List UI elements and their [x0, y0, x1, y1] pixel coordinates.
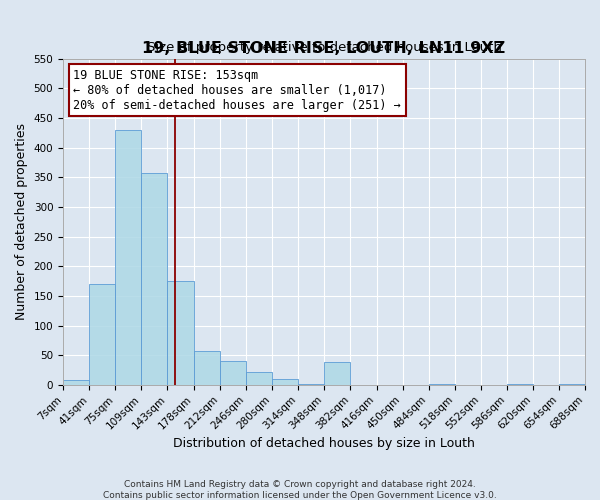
X-axis label: Distribution of detached houses by size in Louth: Distribution of detached houses by size …	[173, 437, 475, 450]
Bar	[246, 372, 272, 385]
Bar	[507, 384, 533, 385]
Y-axis label: Number of detached properties: Number of detached properties	[15, 124, 28, 320]
Text: 19 BLUE STONE RISE: 153sqm
← 80% of detached houses are smaller (1,017)
20% of s: 19 BLUE STONE RISE: 153sqm ← 80% of deta…	[73, 68, 401, 112]
Bar	[167, 281, 194, 385]
Bar	[559, 384, 585, 385]
Title: 19, BLUE STONE RISE, LOUTH, LN11 9XZ: 19, BLUE STONE RISE, LOUTH, LN11 9XZ	[142, 41, 506, 56]
Bar	[325, 362, 350, 385]
Bar	[141, 173, 167, 385]
Bar	[194, 351, 220, 385]
Bar	[298, 384, 325, 385]
Bar	[89, 284, 115, 385]
Text: Contains HM Land Registry data © Crown copyright and database right 2024.
Contai: Contains HM Land Registry data © Crown c…	[103, 480, 497, 500]
Bar	[63, 380, 89, 385]
Bar	[428, 384, 455, 385]
Bar	[272, 379, 298, 385]
Text: Size of property relative to detached houses in Louth: Size of property relative to detached ho…	[146, 41, 502, 54]
Bar	[115, 130, 141, 385]
Bar	[220, 361, 246, 385]
